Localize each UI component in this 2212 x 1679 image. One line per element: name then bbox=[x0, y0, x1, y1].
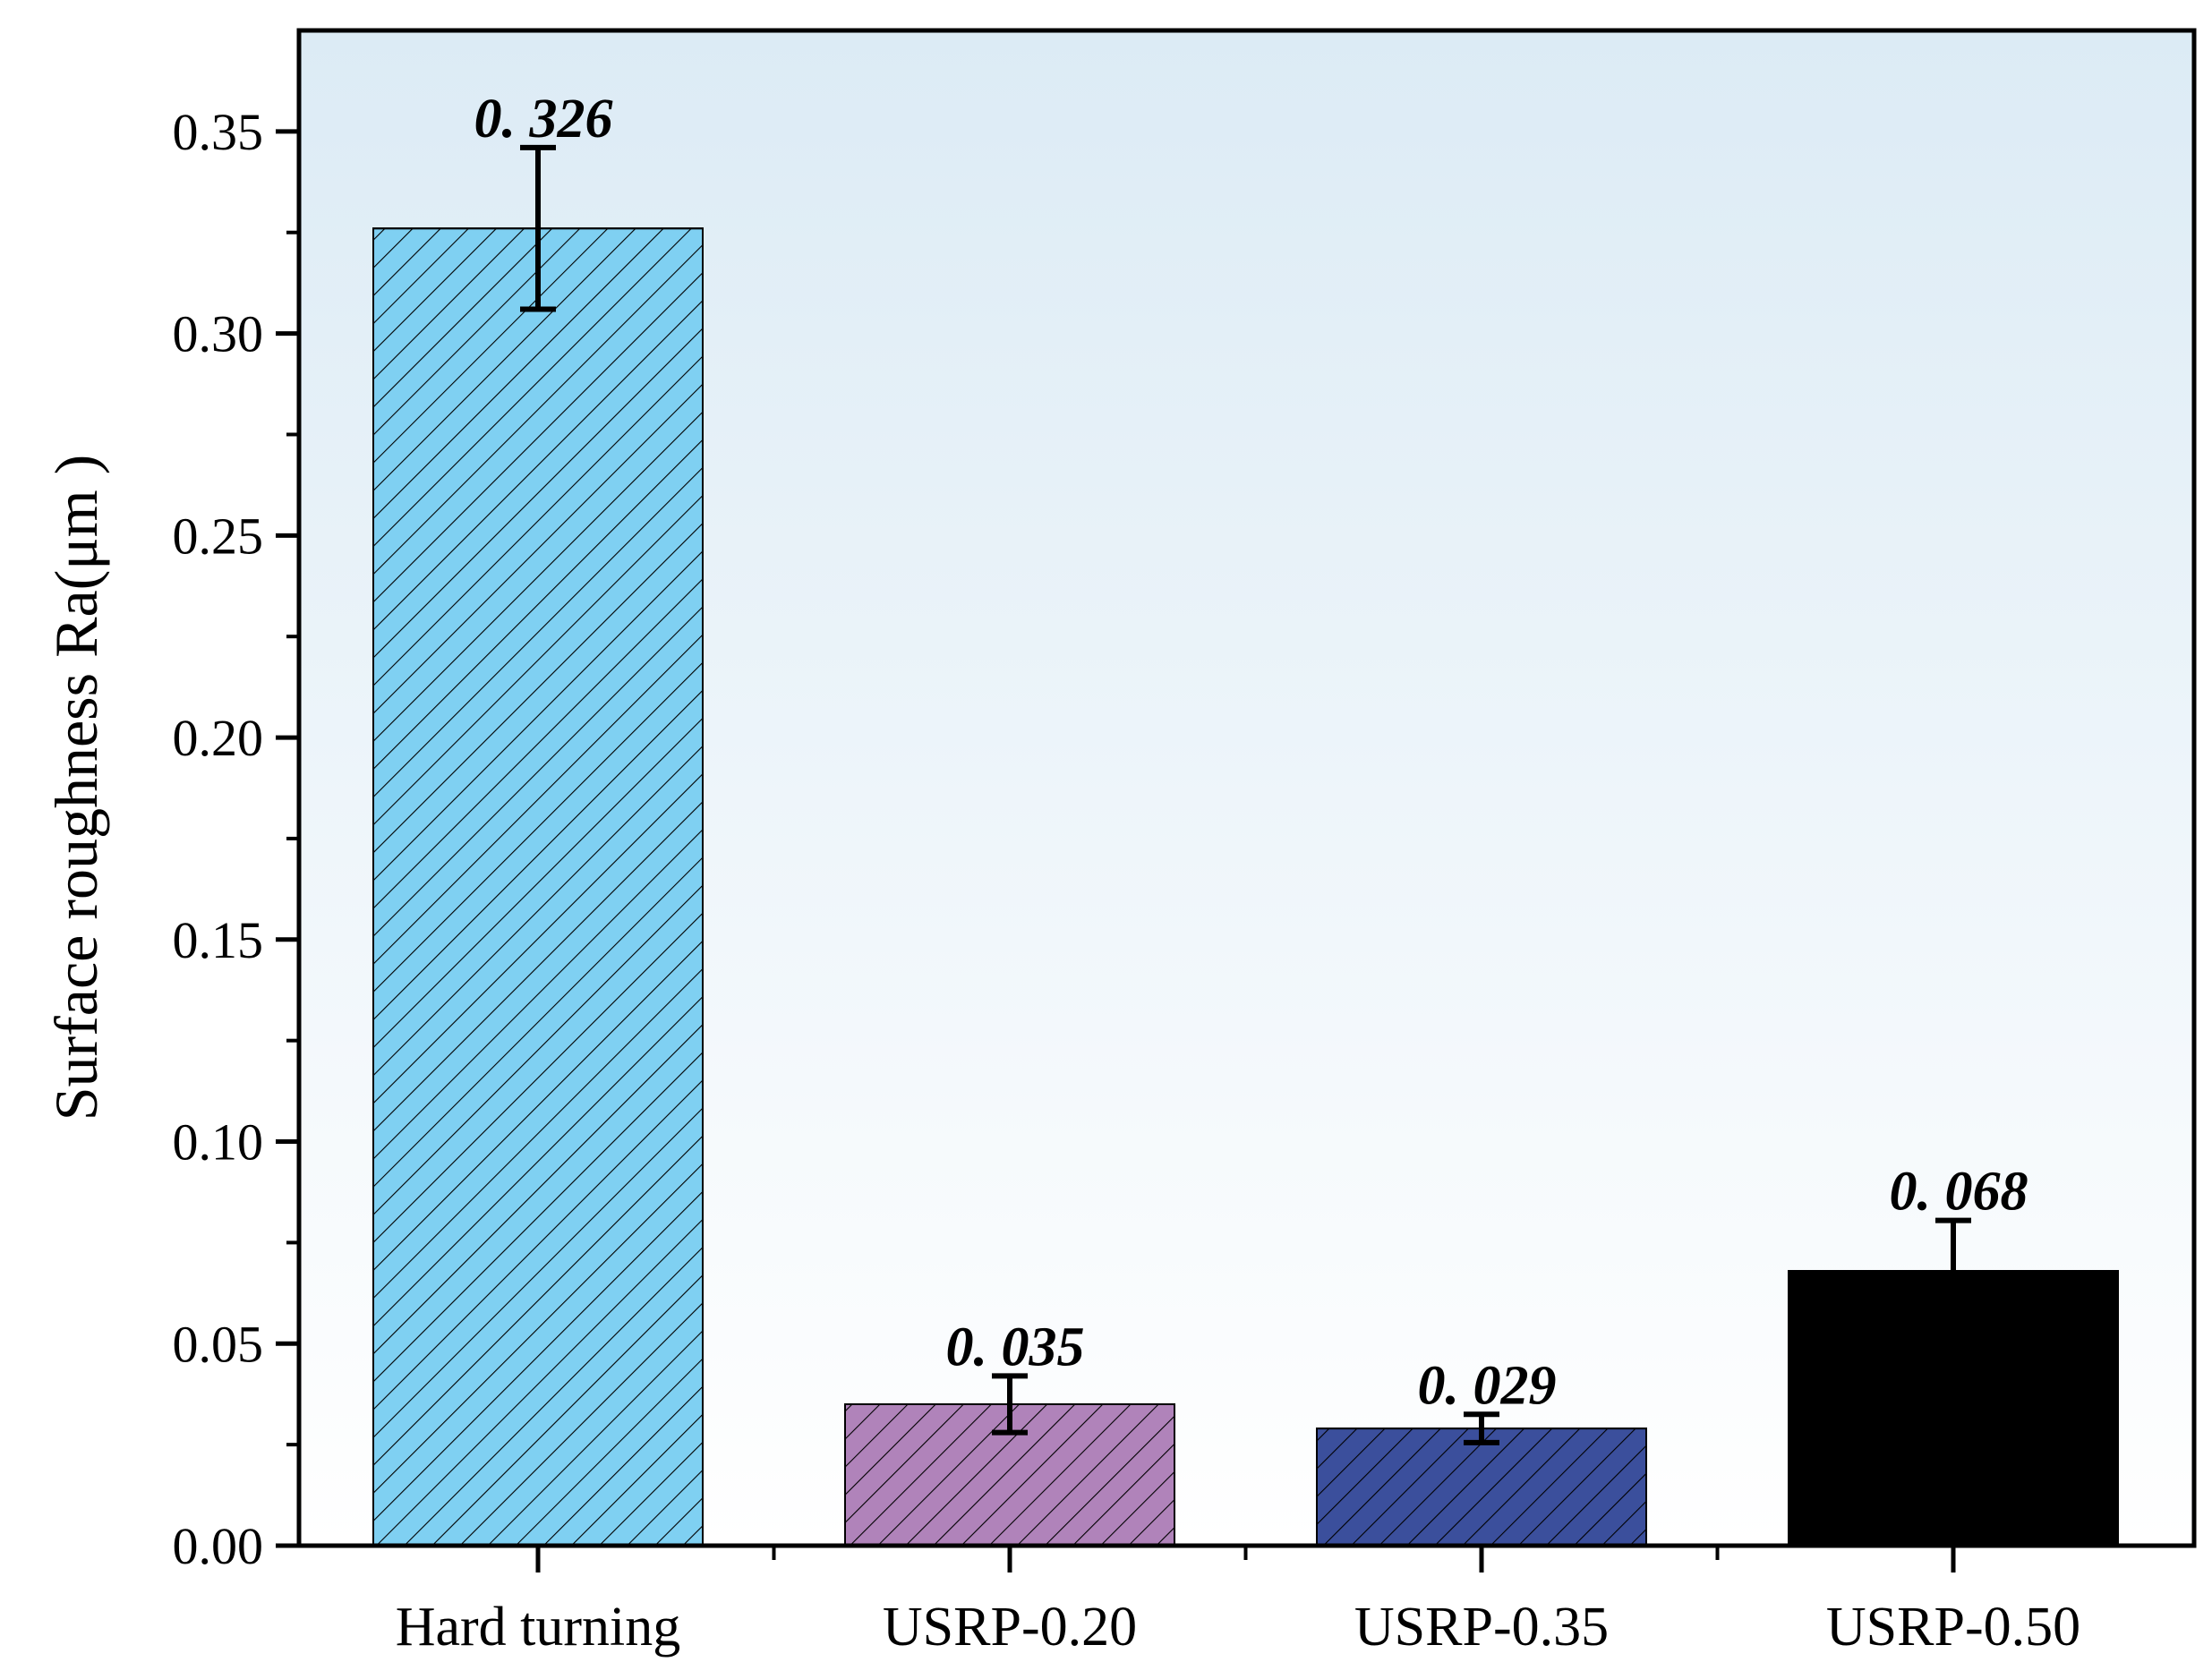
bar-hatch-usrp-0-35 bbox=[1316, 1428, 1647, 1547]
error-bars bbox=[520, 144, 1971, 1445]
x-tick-label-hard-turning: Hard turning bbox=[396, 1597, 681, 1658]
data-label-hard-turning: 0. 326 bbox=[474, 89, 613, 149]
y-tick-label: 0.00 bbox=[173, 1517, 264, 1575]
data-label-usrp-0-20: 0. 035 bbox=[946, 1317, 1085, 1377]
data-labels: 0. 326 0. 035 0. 029 0. 068 bbox=[474, 89, 2028, 1416]
x-axis-ticks: Hard turning USRP-0.20 USRP-0.35 USRP-0.50 bbox=[396, 1546, 2080, 1658]
bar-hatch-hard-turning bbox=[372, 227, 704, 1547]
y-tick-label: 0.15 bbox=[173, 911, 264, 969]
bars bbox=[372, 227, 2119, 1547]
error-bar-usrp-0-20 bbox=[992, 1373, 1028, 1436]
y-tick-label: 0.20 bbox=[173, 709, 264, 767]
y-tick-label: 0.25 bbox=[173, 507, 264, 565]
x-tick-label-usrp-0-35: USRP-0.35 bbox=[1354, 1597, 1609, 1658]
y-tick-label: 0.05 bbox=[173, 1315, 264, 1373]
error-bar-usrp-0-50 bbox=[1935, 1217, 1971, 1325]
error-bar-usrp-0-35 bbox=[1464, 1411, 1499, 1445]
x-tick-label-usrp-0-20: USRP-0.20 bbox=[883, 1597, 1137, 1658]
y-tick-label: 0.10 bbox=[173, 1113, 264, 1172]
y-tick-label: 0.35 bbox=[173, 103, 264, 161]
y-axis-title: Surface roughness Ra(μm ) bbox=[42, 455, 110, 1121]
data-label-usrp-0-50: 0. 068 bbox=[1890, 1162, 2028, 1223]
y-axis-ticks: 0.00 0.05 0.10 0.15 0.20 0.25 0.30 0.35 bbox=[173, 103, 299, 1575]
x-tick-label-usrp-0-50: USRP-0.50 bbox=[1826, 1597, 2080, 1658]
y-tick-label: 0.30 bbox=[173, 305, 264, 363]
data-label-usrp-0-35: 0. 029 bbox=[1418, 1355, 1557, 1416]
error-bar-hard-turning bbox=[520, 144, 556, 312]
